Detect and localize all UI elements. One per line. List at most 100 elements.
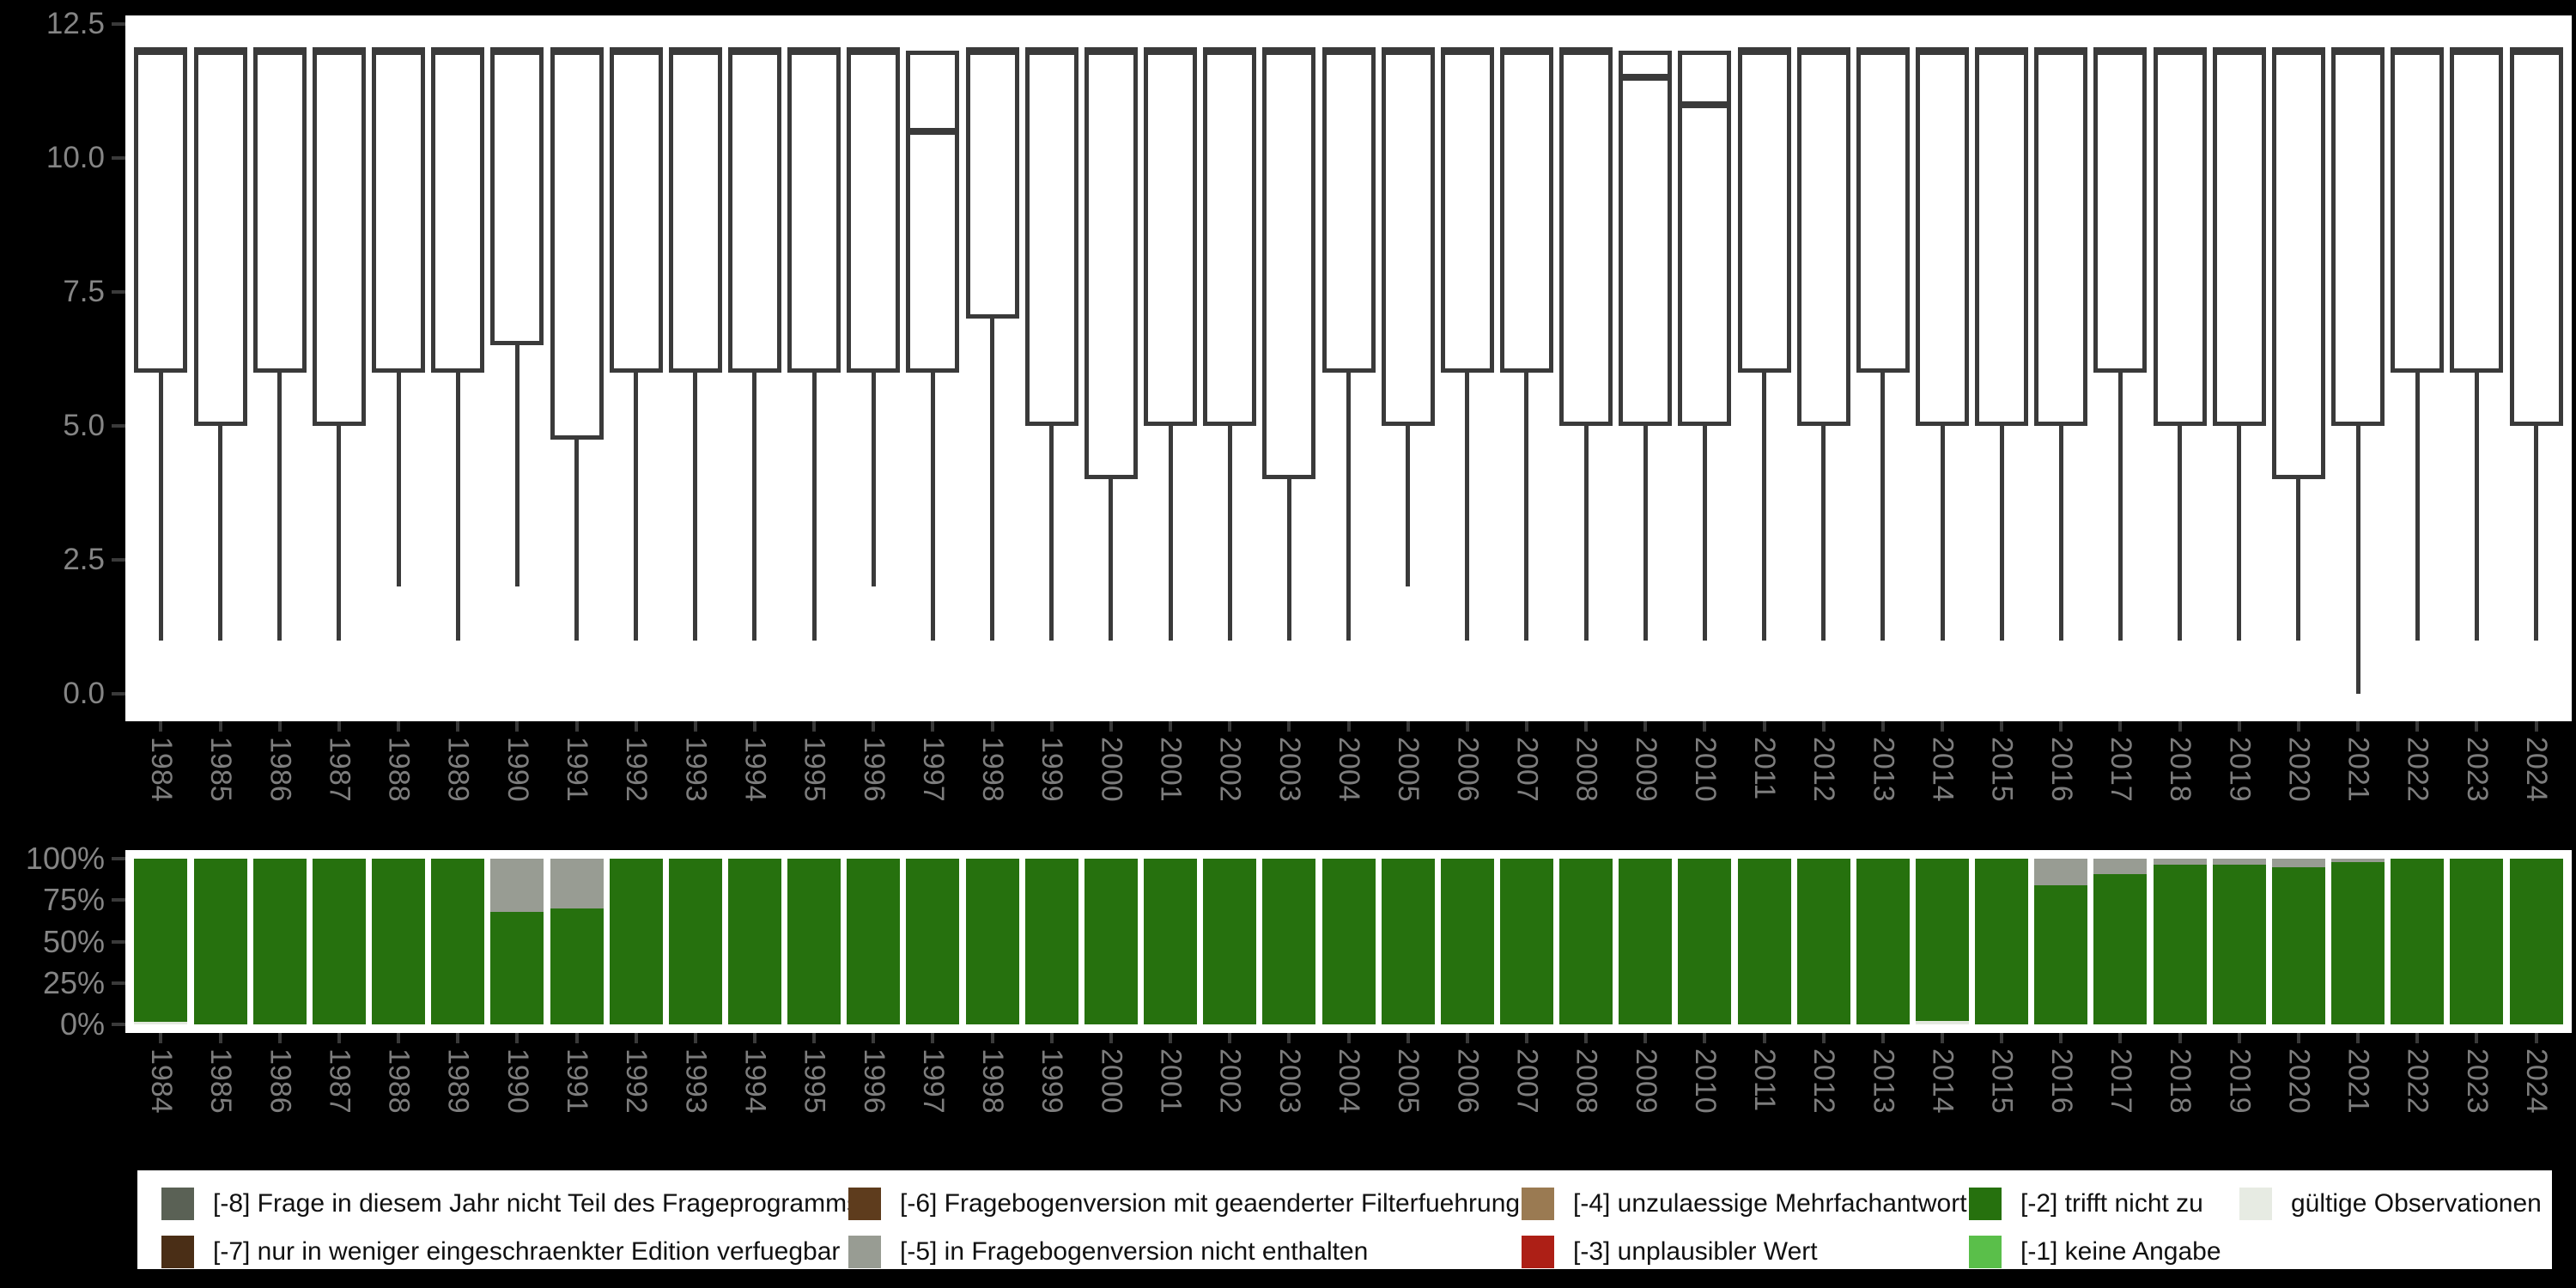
boxplot-x-tick-label-1997: 1997 <box>916 737 950 802</box>
boxplot-median <box>727 47 781 55</box>
boxplot-whisker <box>1406 425 1411 587</box>
boxplot-whisker <box>1702 425 1707 641</box>
bar-segment-code_-2 <box>1856 859 1910 1024</box>
boxplot-y-tick <box>112 155 125 160</box>
bar-x-tick-label-2020: 2020 <box>2282 1048 2316 1114</box>
bar-x-tick <box>1584 1033 1589 1043</box>
legend-label--4: [-4] unzulaessige Mehrfachantwort <box>1573 1189 1967 1218</box>
boxplot-x-tick-label-1987: 1987 <box>323 737 356 802</box>
bar-x-tick <box>1346 1033 1351 1043</box>
boxplot-box <box>431 51 485 373</box>
bar-x-tick-label-1989: 1989 <box>441 1048 475 1114</box>
boxplot-y-tick-label: 7.5 <box>63 274 105 308</box>
boxplot-whisker <box>158 372 163 641</box>
boxplot-box <box>2391 51 2445 373</box>
boxplot-x-tick-label-1986: 1986 <box>264 737 297 802</box>
bar-x-tick <box>2475 1033 2479 1043</box>
bar-x-tick <box>2534 1033 2538 1043</box>
bar-x-tick-label-2012: 2012 <box>1807 1048 1841 1114</box>
bar-segment-code_-2 <box>1916 859 1969 1021</box>
boxplot-box <box>2153 51 2207 426</box>
bar-x-tick-label-2018: 2018 <box>2164 1048 2197 1114</box>
legend-item--3: [-3] unplausibler Wert <box>1522 1236 1818 1268</box>
bar-x-tick <box>812 1033 817 1043</box>
legend-swatch-valid <box>2239 1188 2272 1220</box>
legend-box: [-8] Frage in diesem Jahr nicht Teil des… <box>137 1170 2552 1269</box>
boxplot-y-tick <box>112 423 125 428</box>
boxplot-box <box>1559 51 1613 426</box>
boxplot-x-tick <box>990 721 994 732</box>
bar-x-tick <box>2415 1033 2420 1043</box>
boxplot-box <box>1262 51 1316 480</box>
boxplot-median <box>2034 47 2088 55</box>
boxplot-median <box>1321 47 1376 55</box>
boxplot-box <box>668 51 722 373</box>
bar-segment-code_-2 <box>1678 859 1732 1024</box>
bar-x-tick-label-2014: 2014 <box>1926 1048 1959 1114</box>
bar-x-tick-label-2010: 2010 <box>1688 1048 1722 1114</box>
bar-segment-code_-5 <box>2034 859 2088 886</box>
boxplot-x-tick <box>277 721 282 732</box>
boxplot-x-tick <box>2475 721 2479 732</box>
boxplot-median <box>1381 47 1435 55</box>
boxplot-x-tick <box>337 721 341 732</box>
bar-y-tick-label: 0% <box>59 1005 105 1042</box>
boxplot-box <box>193 51 247 426</box>
boxplot-median <box>1737 47 1791 55</box>
boxplot-whisker <box>514 345 519 587</box>
boxplot-x-tick <box>1762 721 1766 732</box>
bar-x-tick <box>752 1033 756 1043</box>
boxplot-box <box>965 51 1019 319</box>
boxplot-box <box>2450 51 2504 373</box>
legend-swatch--6 <box>848 1188 881 1220</box>
boxplot-box <box>787 51 841 373</box>
bar-x-tick-label-1998: 1998 <box>976 1048 1010 1114</box>
bar-x-tick <box>515 1033 519 1043</box>
boxplot-x-tick <box>1821 721 1826 732</box>
boxplot-x-tick <box>634 721 638 732</box>
bar-x-tick-label-2017: 2017 <box>2104 1048 2137 1114</box>
bar-segment-code_-2 <box>965 859 1019 1024</box>
bar-x-tick-label-2013: 2013 <box>1867 1048 1900 1114</box>
boxplot-x-tick-label-2017: 2017 <box>2104 737 2137 802</box>
bar-segment-code_-2 <box>1499 859 1553 1024</box>
bar-x-tick <box>931 1033 935 1043</box>
bar-x-tick-label-1995: 1995 <box>798 1048 831 1114</box>
boxplot-whisker <box>455 372 460 641</box>
boxplot-median <box>1619 74 1673 82</box>
boxplot-median <box>906 127 960 135</box>
bar-segment-code_-2 <box>1559 859 1613 1024</box>
bar-segment-code_-2 <box>1024 859 1078 1024</box>
legend-label--8: [-8] Frage in diesem Jahr nicht Teil des… <box>213 1189 860 1218</box>
legend-swatch--7 <box>161 1236 194 1268</box>
boxplot-whisker <box>1762 372 1767 641</box>
legend-label-valid: gültige Observationen <box>2291 1189 2542 1218</box>
boxplot-y-tick-label: 0.0 <box>63 676 105 710</box>
boxplot-whisker <box>2178 425 2183 641</box>
bar-y-tick <box>112 857 125 861</box>
boxplot-box <box>1796 51 1850 426</box>
boxplot-median <box>1559 47 1613 55</box>
boxplot-median <box>668 47 722 55</box>
bar-segment-code_-2 <box>2093 873 2148 1024</box>
boxplot-median <box>847 47 901 55</box>
bar-y-tick <box>112 939 125 944</box>
bar-segment-code_-2 <box>668 859 722 1024</box>
bar-x-tick <box>990 1033 994 1043</box>
boxplot-whisker <box>2355 425 2360 694</box>
boxplot-x-tick-label-2023: 2023 <box>2460 737 2494 802</box>
bar-x-tick-label-1988: 1988 <box>382 1048 416 1114</box>
boxplot-box <box>2509 51 2563 426</box>
boxplot-box <box>1975 51 2029 426</box>
boxplot-x-tick <box>218 721 222 732</box>
bar-segment-code_-2 <box>609 859 663 1024</box>
bar-x-tick <box>397 1033 401 1043</box>
boxplot-median <box>2450 47 2504 55</box>
boxplot-median <box>490 47 544 55</box>
boxplot-box <box>847 51 901 373</box>
boxplot-median <box>787 47 841 55</box>
boxplot-median <box>1440 47 1494 55</box>
boxplot-x-tick-label-1989: 1989 <box>441 737 475 802</box>
bar-x-tick-label-1985: 1985 <box>204 1048 238 1114</box>
bar-x-tick-label-2000: 2000 <box>1095 1048 1128 1114</box>
